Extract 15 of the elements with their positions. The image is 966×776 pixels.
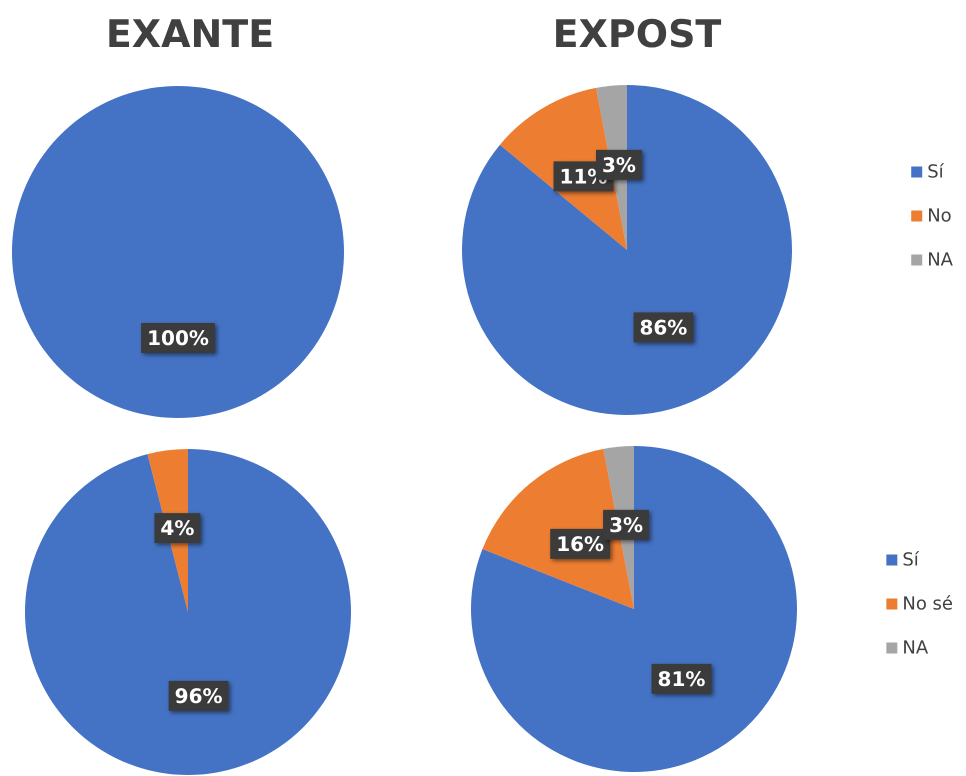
data-label: 96% — [174, 684, 223, 708]
data-label: 3% — [609, 512, 644, 537]
data-label: 16% — [556, 532, 604, 556]
legend-label: NA — [902, 638, 929, 658]
legend-label: Sí — [927, 162, 945, 182]
chart-title: EXANTE — [106, 12, 274, 56]
data-label: 81% — [658, 666, 706, 691]
legend-label: No sé — [902, 594, 954, 614]
data-label: 86% — [639, 315, 688, 340]
data-label: 4% — [160, 516, 194, 540]
legend-label: NA — [927, 250, 954, 270]
legend-label: Sí — [902, 550, 920, 570]
data-label: 100% — [147, 326, 209, 350]
legend-label: No — [927, 206, 952, 226]
chart-title: EXPOST — [552, 12, 722, 56]
